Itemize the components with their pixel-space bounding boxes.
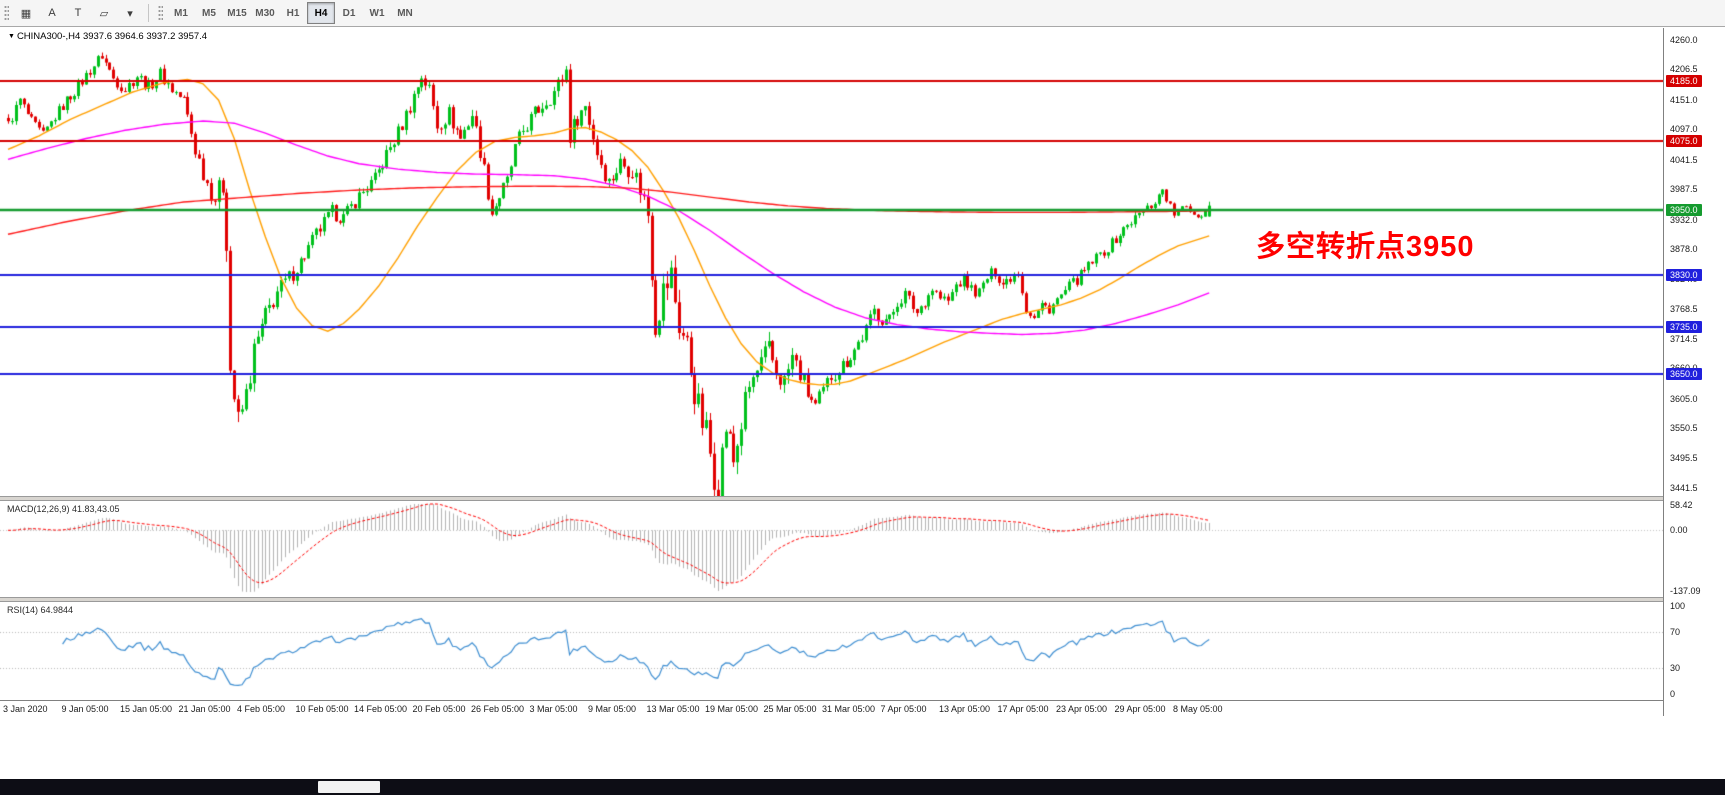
price-tick-label: 4260.0 <box>1670 35 1698 45</box>
price-tick-label: 3550.5 <box>1670 423 1698 434</box>
time-axis-label: 26 Feb 05:00 <box>471 704 525 714</box>
price-level-label: 3830.0 <box>1666 269 1702 282</box>
time-axis-label: 15 Jan 05:00 <box>120 704 173 714</box>
price-level-label: 3735.0 <box>1666 321 1702 334</box>
price-level-label: 4075.0 <box>1666 135 1702 148</box>
toolbar-grip[interactable] <box>4 5 9 21</box>
price-tick-label: 4151.0 <box>1670 94 1698 105</box>
price-tick-label: 3714.5 <box>1670 333 1698 344</box>
price-tick-label: 4097.0 <box>1670 124 1698 135</box>
text-tool[interactable]: T <box>74 7 82 19</box>
text-label-tool[interactable]: A <box>48 7 56 19</box>
price-level-label: 4185.0 <box>1666 75 1702 88</box>
timeframe-button-w1[interactable]: W1 <box>369 7 385 19</box>
rsi-indicator-label: RSI(14) 64.9844 <box>7 605 74 615</box>
rsi-scale-label: 0 <box>1670 689 1676 699</box>
time-axis-label: 3 Jan 2020 <box>3 704 48 714</box>
time-axis-label: 21 Jan 05:00 <box>178 704 231 714</box>
time-axis-label: 29 Apr 05:00 <box>1114 704 1166 714</box>
timeframe-button-mn[interactable]: MN <box>397 7 413 19</box>
shapes-dropdown[interactable]: ▾ <box>127 7 133 20</box>
chart-title: ▼ CHINA300-,H4 3937.6 3964.6 3937.2 3957.… <box>8 31 207 42</box>
timeframe-button-m1[interactable]: M1 <box>174 7 188 19</box>
rsi-scale-label: 100 <box>1670 601 1686 611</box>
timeframe-button-d1[interactable]: D1 <box>342 7 356 19</box>
taskbar-item[interactable] <box>318 781 380 793</box>
time-axis-label: 10 Feb 05:00 <box>295 704 349 714</box>
time-axis-label: 19 Mar 05:00 <box>705 704 759 714</box>
time-axis-label: 31 Mar 05:00 <box>822 704 876 714</box>
time-axis[interactable]: 3 Jan 2020 9 Jan 05:00 15 Jan 05:00 21 Jan … <box>0 700 1725 717</box>
price-tick-label: 3878.0 <box>1670 244 1698 255</box>
shapes-tool[interactable]: ▱ <box>99 7 109 20</box>
top-toolbar: ▦ A T ▱ ▾ M1 M5 M15 M30 H1 H4 D1 W1 MN <box>0 0 1725 27</box>
rsi-scale-label: 30 <box>1670 662 1681 673</box>
rsi-scale-label: 70 <box>1670 627 1681 638</box>
time-axis-label: 25 Mar 05:00 <box>763 704 817 714</box>
price-tick-label: 3441.5 <box>1670 483 1698 493</box>
time-axis-label: 20 Feb 05:00 <box>412 704 466 714</box>
toolbar-separator <box>148 4 149 22</box>
price-tick-label: 3495.5 <box>1670 453 1698 464</box>
time-axis-label: 13 Mar 05:00 <box>646 704 700 714</box>
symbol-period-label: CHINA300-,H4 <box>16 31 81 42</box>
macd-indicator-label: MACD(12,26,9) 41.83,43.05 <box>7 504 120 514</box>
grid-tool[interactable]: ▦ <box>20 7 32 20</box>
price-level-label: 3950.0 <box>1666 203 1702 216</box>
timeframe-buttons-group: M1 M5 M15 M30 H1 H4 D1 W1 MN <box>167 2 419 24</box>
time-axis-label: 23 Apr 05:00 <box>1056 704 1108 714</box>
macd-scale-label: -137.09 <box>1670 586 1701 596</box>
price-tick-label: 3768.5 <box>1670 304 1698 315</box>
timeframe-button-h1[interactable]: H1 <box>286 7 300 19</box>
drawing-tools-group: ▦ A T ▱ ▾ <box>13 2 143 24</box>
price-tick-label: 3605.0 <box>1670 393 1698 404</box>
price-tick-label: 4206.5 <box>1670 64 1698 75</box>
time-axis-label: 4 Feb 05:00 <box>237 704 286 714</box>
price-level-label: 3650.0 <box>1666 367 1702 380</box>
time-axis-label: 14 Feb 05:00 <box>354 704 408 714</box>
time-axis-label: 3 Mar 05:00 <box>529 704 578 714</box>
time-axis-label: 13 Apr 05:00 <box>939 704 991 714</box>
price-axis[interactable]: 4260.0 4206.5 4151.0 4097.0 4041.5 3987.5 3932… <box>1663 28 1725 716</box>
ohlc-values: 3937.6 3964.6 3937.2 3957.4 <box>82 31 208 42</box>
rsi-panel-canvas[interactable] <box>0 602 1663 700</box>
price-tick-label: 4041.5 <box>1670 154 1698 165</box>
time-axis-label: 7 Apr 05:00 <box>880 704 927 714</box>
panel-divider[interactable] <box>0 597 1725 602</box>
timeframe-button-h4[interactable]: H4 <box>307 2 335 24</box>
os-taskbar <box>0 779 1725 795</box>
price-tick-label: 3932.0 <box>1670 214 1698 225</box>
macd-panel-canvas[interactable] <box>0 501 1663 597</box>
time-axis-label: 8 May 05:00 <box>1173 704 1223 714</box>
chart-text-annotation[interactable]: 多空转折点3950 <box>1256 231 1475 263</box>
macd-scale-label: 0.00 <box>1670 525 1688 536</box>
panel-divider[interactable] <box>0 496 1725 501</box>
time-axis-label: 9 Mar 05:00 <box>588 704 637 714</box>
timeframe-button-m30[interactable]: M30 <box>255 7 275 19</box>
macd-scale-label: 58.42 <box>1670 500 1693 510</box>
chart-dropdown-marker-icon[interactable]: ▼ <box>8 33 15 40</box>
time-axis-label: 9 Jan 05:00 <box>61 704 109 714</box>
time-axis-label: 17 Apr 05:00 <box>997 704 1049 714</box>
main-price-chart-canvas[interactable] <box>0 28 1663 496</box>
timeframe-toolbar-grip[interactable] <box>158 5 163 21</box>
timeframe-button-m5[interactable]: M5 <box>202 7 216 19</box>
price-tick-label: 3987.5 <box>1670 184 1698 195</box>
timeframe-button-m15[interactable]: M15 <box>227 7 247 19</box>
